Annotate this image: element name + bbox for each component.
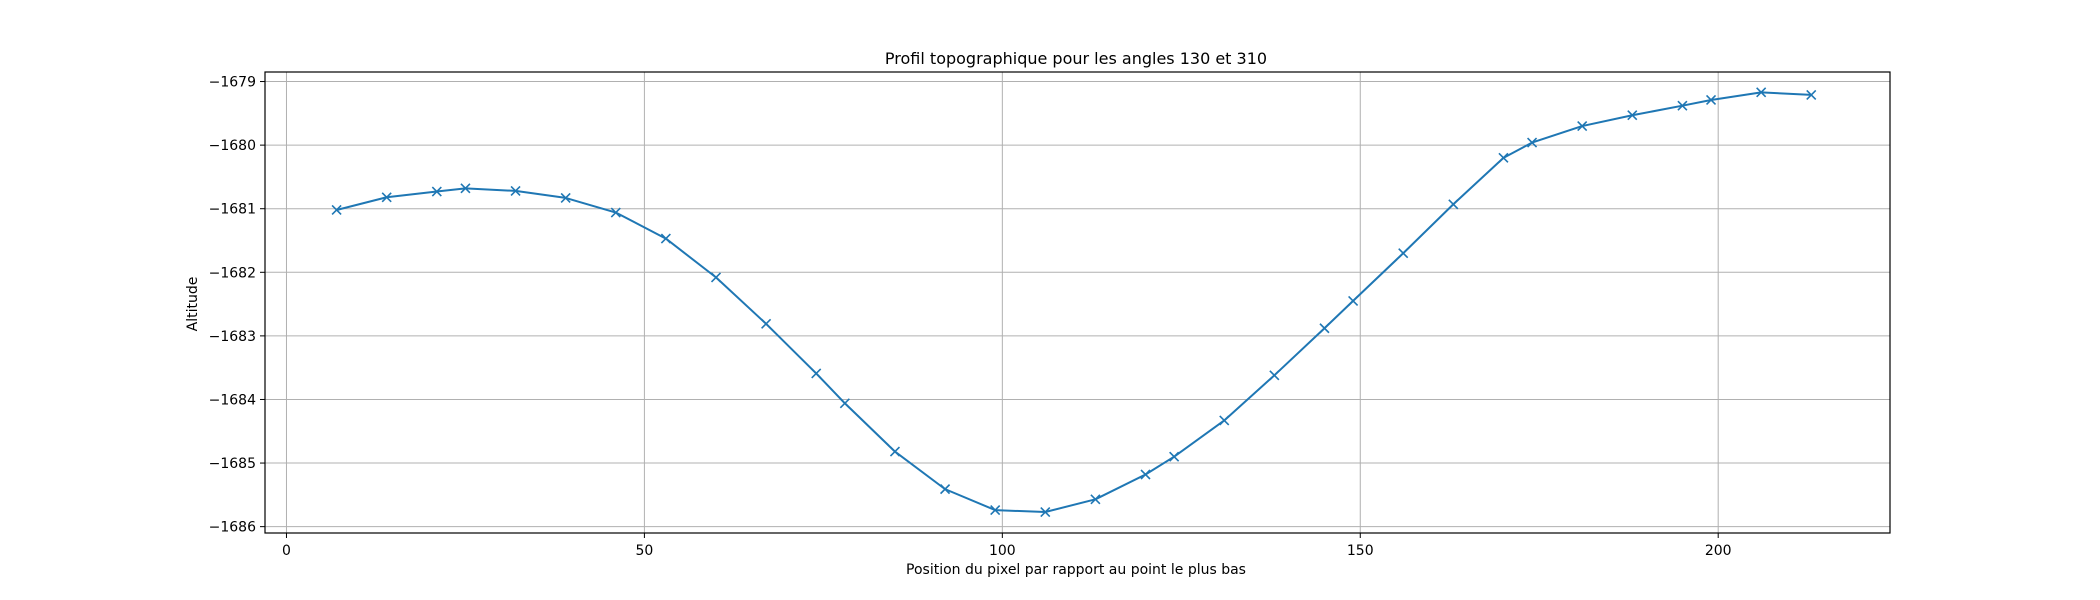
y-axis-label: Altitude: [185, 277, 201, 332]
data-point: [839, 398, 850, 409]
data-point: [710, 272, 722, 283]
series-layer: [331, 87, 1817, 518]
data-point: [610, 207, 621, 218]
data-point: [431, 186, 442, 197]
data-point: [1627, 110, 1638, 121]
data-point: [1677, 100, 1688, 111]
data-point: [1806, 89, 1817, 100]
data-point: [1040, 506, 1051, 518]
data-point: [990, 505, 1001, 516]
grid: [265, 72, 1890, 533]
y-tick-label: −1682: [209, 265, 256, 281]
plot-frame: [264, 71, 1891, 534]
data-point: [889, 446, 901, 457]
data-point: [1140, 469, 1151, 480]
y-tick-label: −1679: [209, 75, 256, 91]
data-point: [660, 233, 671, 244]
data-point: [811, 368, 822, 379]
y-tick-label: −1686: [209, 520, 256, 536]
data-point: [460, 183, 471, 194]
x-axis-label: Position du pixel par rapport au point l…: [906, 562, 1246, 578]
x-tick-label: 50: [635, 543, 653, 559]
data-point: [1348, 295, 1359, 306]
x-tick-label: 0: [282, 543, 291, 559]
data-point: [381, 192, 392, 203]
data-point: [1169, 451, 1180, 462]
y-tick-label: −1685: [209, 456, 256, 472]
data-point: [1705, 94, 1717, 106]
data-point: [761, 318, 772, 329]
x-tick-label: 100: [989, 543, 1016, 559]
data-point: [1269, 370, 1280, 381]
chart-title: Profil topographique pour les angles 130…: [885, 49, 1267, 68]
data-point: [1448, 199, 1459, 210]
data-point: [1319, 323, 1330, 334]
axes: 0 50 100 150 200 −1686 −1685 −1684 −1683 −1682 −16…: [209, 71, 1891, 559]
y-tick-label: −1684: [209, 392, 256, 408]
data-point: [560, 192, 571, 203]
y-tick-label: −1683: [209, 329, 256, 345]
data-point: [1219, 415, 1230, 426]
data-point: [940, 484, 951, 495]
data-point: [1756, 87, 1767, 98]
x-tick-label: 200: [1705, 543, 1732, 559]
y-tick-label: −1680: [209, 138, 256, 154]
data-point: [510, 185, 521, 196]
x-tick-label: 150: [1347, 543, 1374, 559]
data-point: [1527, 137, 1538, 148]
data-point: [331, 204, 342, 216]
data-point: [1090, 494, 1101, 505]
data-point: [1498, 152, 1509, 163]
y-tick-label: −1681: [209, 202, 256, 218]
data-point: [1398, 248, 1409, 259]
data-point: [1577, 120, 1588, 132]
